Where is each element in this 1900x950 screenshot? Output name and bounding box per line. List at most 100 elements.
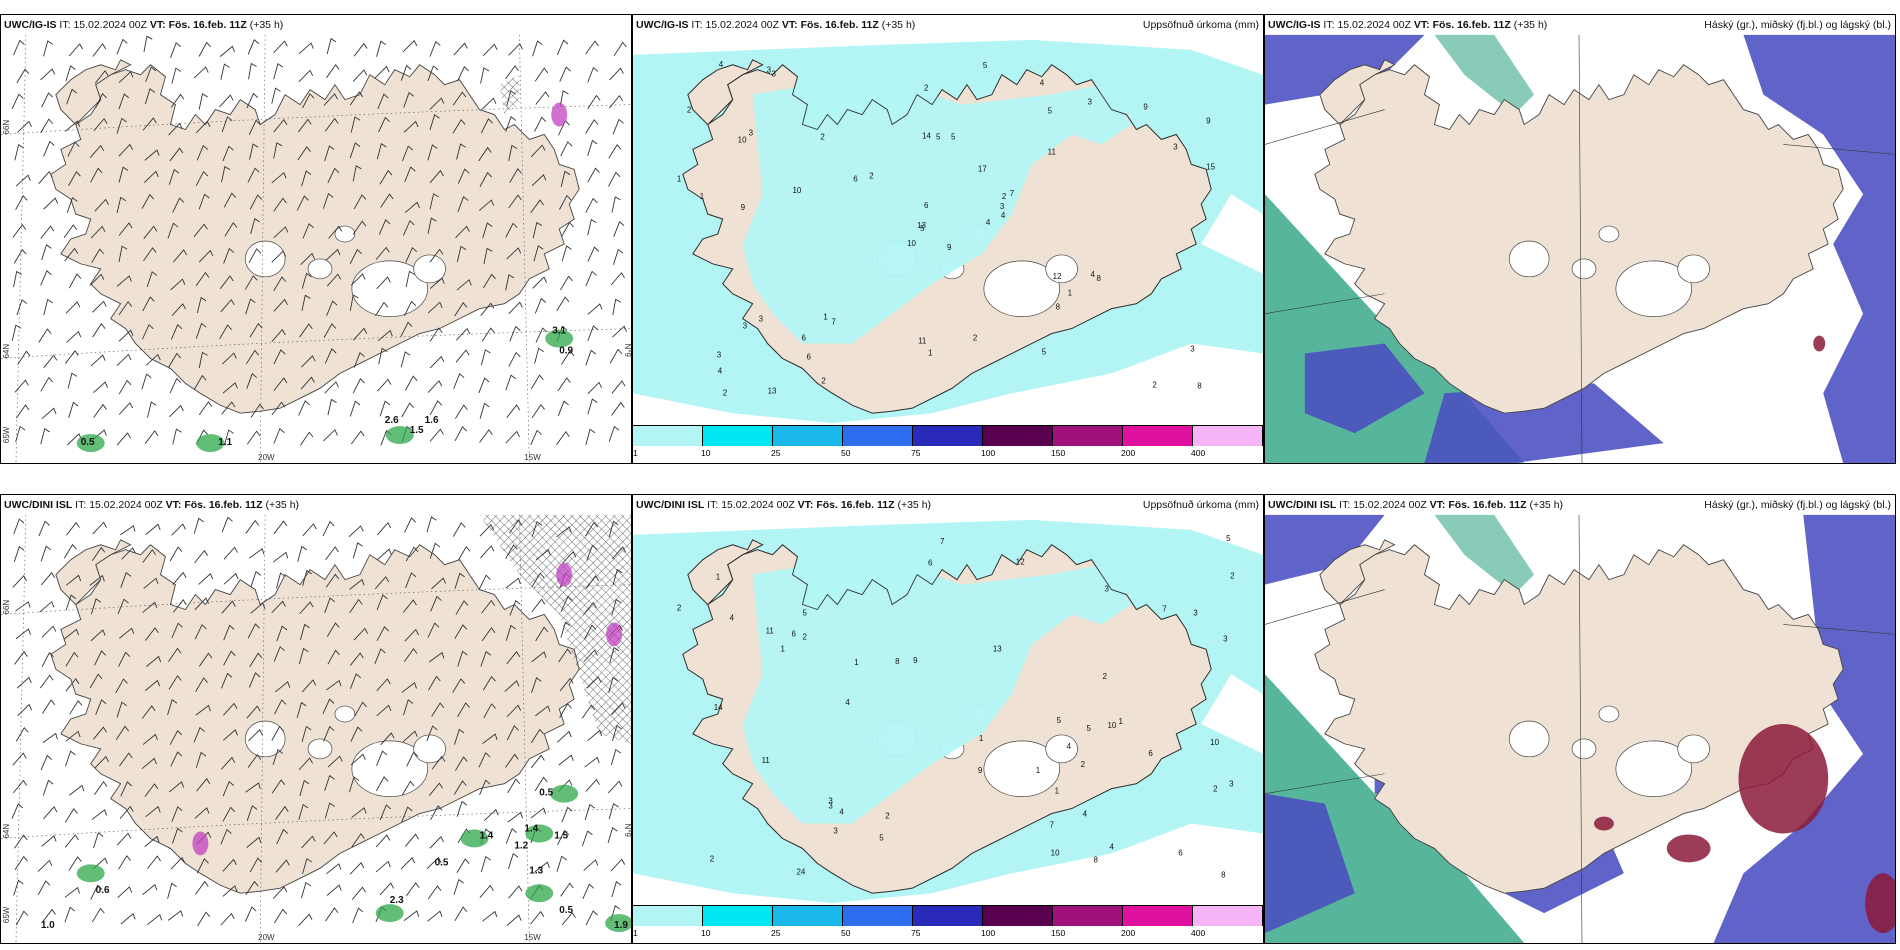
wind-barb xyxy=(222,858,237,872)
wind-barb xyxy=(167,910,184,921)
wind-barb xyxy=(144,679,161,691)
wind-barb xyxy=(15,195,28,211)
wind-barb xyxy=(376,276,391,290)
wind-barb xyxy=(452,91,467,106)
wind-barb xyxy=(248,248,262,264)
wind-barb xyxy=(585,197,598,213)
high-cloud-area xyxy=(1434,514,1535,595)
wind-barb xyxy=(427,144,438,161)
wind-barb xyxy=(198,93,208,110)
westfjords-land xyxy=(55,59,132,126)
wind-barb xyxy=(276,828,289,845)
wind-barb xyxy=(40,754,53,771)
iceland-coastline xyxy=(682,64,1212,414)
colorbar-swatch xyxy=(1193,426,1263,446)
wind-barb xyxy=(587,167,600,183)
wind-barb xyxy=(403,647,418,663)
wind-barb xyxy=(273,142,283,159)
wind-barb xyxy=(431,577,446,590)
wind-barb xyxy=(349,400,361,417)
station-precip-value: 3 xyxy=(767,66,772,75)
wind-barb xyxy=(481,327,495,342)
wind-barb xyxy=(429,170,444,184)
wind-barb xyxy=(198,351,208,369)
glacier-outline xyxy=(1677,254,1710,284)
wind-barb xyxy=(273,349,286,365)
station-precip-value: 2 xyxy=(710,854,715,863)
wind-barb xyxy=(556,430,570,446)
wind-barb xyxy=(120,525,136,536)
station-precip-value: 4 xyxy=(1091,270,1096,279)
wind-barb xyxy=(13,779,27,794)
colorbar-tick-label: 75 xyxy=(910,928,921,938)
wind-barb xyxy=(296,701,307,719)
wind-barb xyxy=(530,199,544,214)
wind-barb xyxy=(249,652,263,668)
wind-barb xyxy=(219,324,232,340)
wind-barb xyxy=(143,225,158,239)
wind-barb xyxy=(327,649,340,665)
wind-barb xyxy=(375,301,389,317)
wind-barb xyxy=(142,296,155,312)
wind-barb xyxy=(194,597,210,611)
wind-barb xyxy=(195,120,211,134)
wind-barb xyxy=(198,249,214,263)
wind-barb xyxy=(530,374,544,390)
wind-barb xyxy=(250,217,260,235)
mid-cloud-area xyxy=(1713,514,1895,943)
wind-barb xyxy=(168,781,185,793)
wind-barb xyxy=(275,859,290,873)
wind-barb xyxy=(556,296,570,312)
station-precip-value: 14 xyxy=(714,703,723,712)
wind-barb xyxy=(301,881,312,899)
wind-barb xyxy=(171,303,187,316)
side-label: N°9 xyxy=(623,344,631,358)
wind-barb xyxy=(404,628,419,642)
wind-barb xyxy=(478,199,495,211)
wind-barb xyxy=(196,858,209,874)
wind-barb xyxy=(327,398,337,416)
station-precip-value: 8 xyxy=(1094,855,1099,864)
wind-barb xyxy=(481,627,496,642)
panel-lead-time: (+35 h) xyxy=(265,499,300,511)
iceland-land xyxy=(50,64,580,414)
wind-barb xyxy=(483,809,499,821)
wind-barb xyxy=(534,861,550,873)
wind-barb xyxy=(405,270,415,288)
latitude-line xyxy=(1,328,631,359)
wind-barb xyxy=(559,194,572,210)
wind-barb xyxy=(377,522,392,536)
glacier-outline xyxy=(307,258,333,280)
wind-barb xyxy=(15,425,26,443)
wind-barb xyxy=(559,677,574,692)
station-precip-value: 3 xyxy=(1193,608,1198,617)
wind-barb xyxy=(246,705,261,719)
wind-barb xyxy=(507,778,521,794)
wind-barb xyxy=(273,63,284,80)
wind-barb xyxy=(63,543,77,559)
wind-barb xyxy=(404,166,416,183)
wind-barb xyxy=(585,119,599,134)
glacier-outline xyxy=(1571,738,1597,760)
wind-barb xyxy=(427,217,437,234)
wind-barb xyxy=(89,673,103,689)
wind-barb xyxy=(403,220,415,236)
wind-barb xyxy=(505,430,520,444)
panel-model-name: UWC/DINI ISL xyxy=(636,499,705,511)
wind-barb xyxy=(41,651,54,668)
precip-value-label: 0.5 xyxy=(435,857,449,868)
longitude-label: 15W xyxy=(524,933,541,942)
wind-barb xyxy=(429,97,445,110)
wind-barb xyxy=(11,324,22,341)
wind-barb xyxy=(90,629,106,642)
wind-barb xyxy=(16,68,30,84)
wind-barb xyxy=(300,376,315,390)
wind-barb xyxy=(65,120,81,132)
wind-barb xyxy=(376,626,389,642)
wind-barb xyxy=(63,628,79,640)
wind-barb xyxy=(249,194,263,210)
wind-barb xyxy=(68,171,81,186)
wind-barb xyxy=(302,857,313,875)
wind-barb xyxy=(349,652,364,666)
wind-barb xyxy=(223,624,235,641)
